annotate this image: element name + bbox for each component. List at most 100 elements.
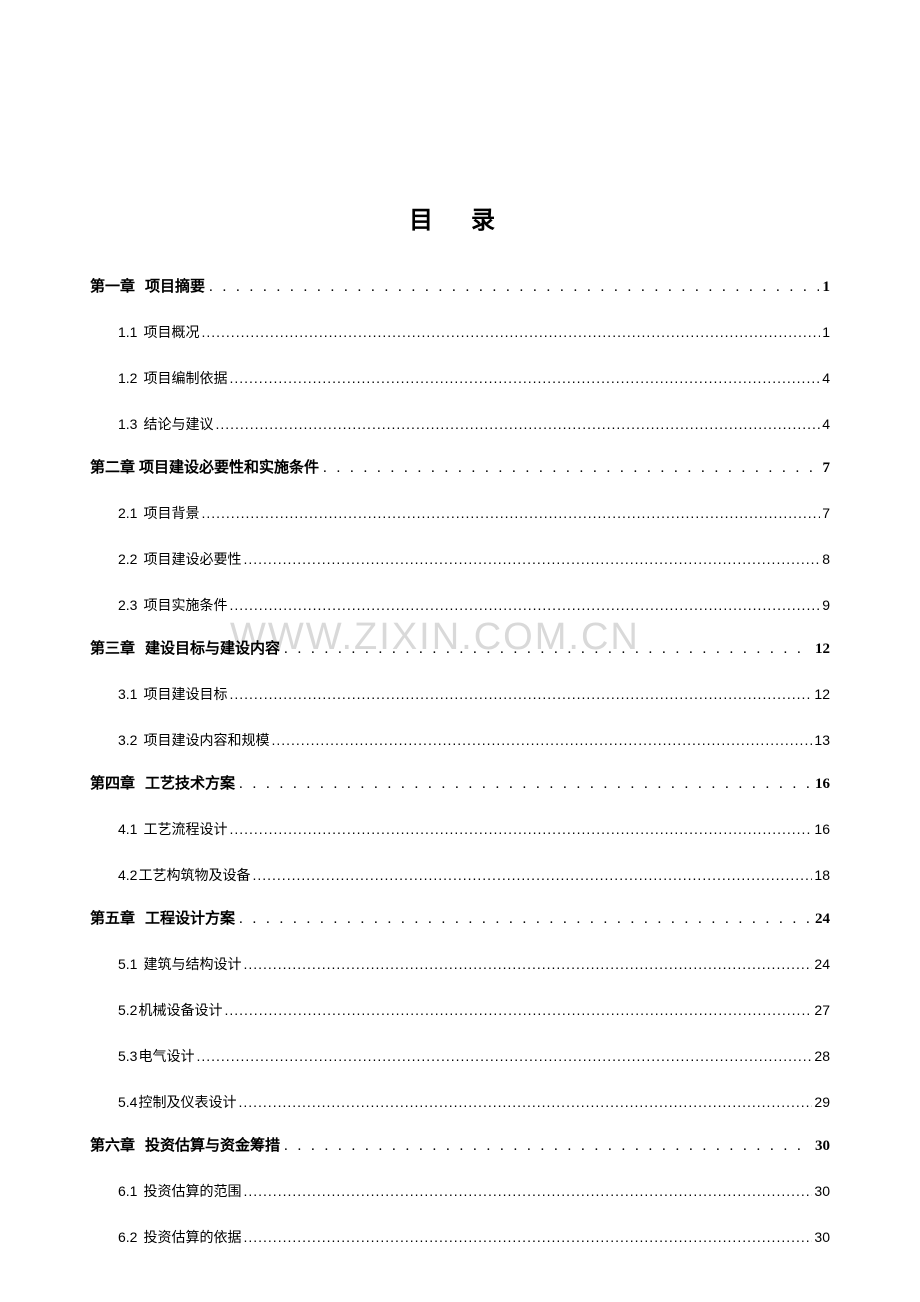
chapter-leader: . . . . . . . . . . . . . . . . . . . . … [323, 460, 818, 477]
toc-chapter: 第四章工艺技术方案. . . . . . . . . . . . . . . .… [90, 772, 830, 793]
section-number: 3.1 [118, 686, 137, 702]
toc-chapter: 第五章工程设计方案. . . . . . . . . . . . . . . .… [90, 907, 830, 928]
toc-chapter: 第六章投资估算与资金筹措. . . . . . . . . . . . . . … [90, 1134, 830, 1155]
section-title: 工艺构筑物及设备 [138, 865, 250, 885]
section-number: 5.3 [118, 1048, 137, 1064]
toc-section: 6.1 投资估算的范围..............................… [118, 1181, 830, 1201]
section-number: 6.1 [118, 1183, 137, 1199]
section-number: 2.1 [118, 505, 137, 521]
chapter-title: 项目建设必要性和实施条件 [139, 456, 319, 477]
section-number: 1.1 [118, 324, 137, 340]
toc-section: 1.3结论与建议................................… [118, 414, 830, 434]
section-number: 3.2 [118, 732, 137, 748]
section-title: 项目概况 [143, 322, 199, 342]
page-title: 目 录 [90, 200, 830, 235]
section-leader: ........................................… [229, 686, 812, 702]
toc-section: 6.2 投资估算的依据..............................… [118, 1227, 830, 1247]
chapter-title: 工程设计方案 [145, 907, 235, 928]
chapter-leader: . . . . . . . . . . . . . . . . . . . . … [209, 279, 818, 296]
toc-section: 3.2 项目建设内容和规模............................… [118, 730, 830, 750]
section-page: 29 [814, 1094, 830, 1110]
section-page: 18 [814, 867, 830, 883]
toc-content: 目 录 第一章项目摘要. . . . . . . . . . . . . . .… [90, 200, 830, 1247]
section-leader: ........................................… [196, 1048, 812, 1064]
chapter-title: 建设目标与建设内容 [145, 637, 280, 658]
section-title: 项目建设目标 [143, 684, 227, 704]
section-number: 2.2 [118, 551, 137, 567]
section-page: 16 [814, 821, 830, 837]
toc-section: 4.1 工艺流程设计...............................… [118, 819, 830, 839]
section-leader: ........................................… [215, 416, 820, 432]
chapter-label: 第三章 [90, 637, 135, 658]
section-leader: ........................................… [229, 597, 820, 613]
toc-section: 5.3电气设计.................................… [118, 1046, 830, 1066]
section-leader: ........................................… [243, 1183, 812, 1199]
toc-section: 2.2项目建设必要性..............................… [118, 549, 830, 569]
section-page: 4 [822, 370, 830, 386]
section-leader: ........................................… [238, 1094, 812, 1110]
toc-chapter: 第二章项目建设必要性和实施条件. . . . . . . . . . . . .… [90, 456, 830, 477]
section-leader: ........................................… [243, 956, 812, 972]
section-number: 5.1 [118, 956, 137, 972]
section-page: 7 [822, 505, 830, 521]
chapter-page: 7 [823, 460, 831, 477]
section-leader: ........................................… [229, 821, 812, 837]
section-number: 6.2 [118, 1229, 137, 1245]
chapter-page: 1 [823, 279, 831, 296]
chapter-label: 第二章 [90, 456, 135, 477]
section-number: 5.2 [118, 1002, 137, 1018]
chapter-leader: . . . . . . . . . . . . . . . . . . . . … [239, 911, 811, 928]
section-number: 1.2 [118, 370, 137, 386]
section-title: 项目背景 [143, 503, 199, 523]
section-leader: ........................................… [271, 732, 812, 748]
chapter-page: 12 [815, 641, 830, 658]
chapter-leader: . . . . . . . . . . . . . . . . . . . . … [284, 1138, 811, 1155]
section-title: 投资估算的依据 [143, 1227, 241, 1247]
section-page: 30 [814, 1183, 830, 1199]
section-leader: ........................................… [243, 1229, 812, 1245]
section-title: 项目编制依据 [143, 368, 227, 388]
toc-section: 4.2工艺构筑物及设备.............................… [118, 865, 830, 885]
section-title: 项目实施条件 [143, 595, 227, 615]
section-page: 13 [814, 732, 830, 748]
section-leader: ........................................… [229, 370, 820, 386]
chapter-title: 工艺技术方案 [145, 772, 235, 793]
section-title: 结论与建议 [143, 414, 213, 434]
toc-section: 5.1 建筑与结构设计..............................… [118, 954, 830, 974]
section-number: 5.4 [118, 1094, 137, 1110]
section-title: 建筑与结构设计 [143, 954, 241, 974]
section-page: 9 [822, 597, 830, 613]
section-page: 24 [814, 956, 830, 972]
chapter-title: 投资估算与资金筹措 [145, 1134, 280, 1155]
section-leader: ........................................… [201, 505, 820, 521]
chapter-label: 第一章 [90, 275, 135, 296]
chapter-page: 30 [815, 1138, 830, 1155]
section-title: 电气设计 [138, 1046, 194, 1066]
section-page: 4 [822, 416, 830, 432]
toc-section: 5.2机械设备设计...............................… [118, 1000, 830, 1020]
toc-container: 第一章项目摘要. . . . . . . . . . . . . . . . .… [90, 275, 830, 1247]
section-page: 12 [814, 686, 830, 702]
section-page: 30 [814, 1229, 830, 1245]
section-leader: ........................................… [252, 867, 812, 883]
chapter-leader: . . . . . . . . . . . . . . . . . . . . … [284, 641, 811, 658]
toc-section: 1.1 项目概况.................................… [118, 322, 830, 342]
section-title: 投资估算的范围 [143, 1181, 241, 1201]
toc-chapter: 第一章项目摘要. . . . . . . . . . . . . . . . .… [90, 275, 830, 296]
section-leader: ........................................… [224, 1002, 812, 1018]
section-number: 4.1 [118, 821, 137, 837]
chapter-page: 24 [815, 911, 830, 928]
chapter-title: 项目摘要 [145, 275, 205, 296]
section-title: 工艺流程设计 [143, 819, 227, 839]
toc-section: 2.1 项目背景.................................… [118, 503, 830, 523]
section-page: 1 [822, 324, 830, 340]
section-leader: ........................................… [201, 324, 820, 340]
section-leader: ........................................… [243, 551, 820, 567]
section-page: 27 [814, 1002, 830, 1018]
section-number: 4.2 [118, 867, 137, 883]
toc-section: 5.4控制及仪表设计..............................… [118, 1092, 830, 1112]
section-page: 28 [814, 1048, 830, 1064]
toc-section: 3.1 项目建设目标...............................… [118, 684, 830, 704]
section-title: 项目建设内容和规模 [143, 730, 269, 750]
chapter-page: 16 [815, 776, 830, 793]
